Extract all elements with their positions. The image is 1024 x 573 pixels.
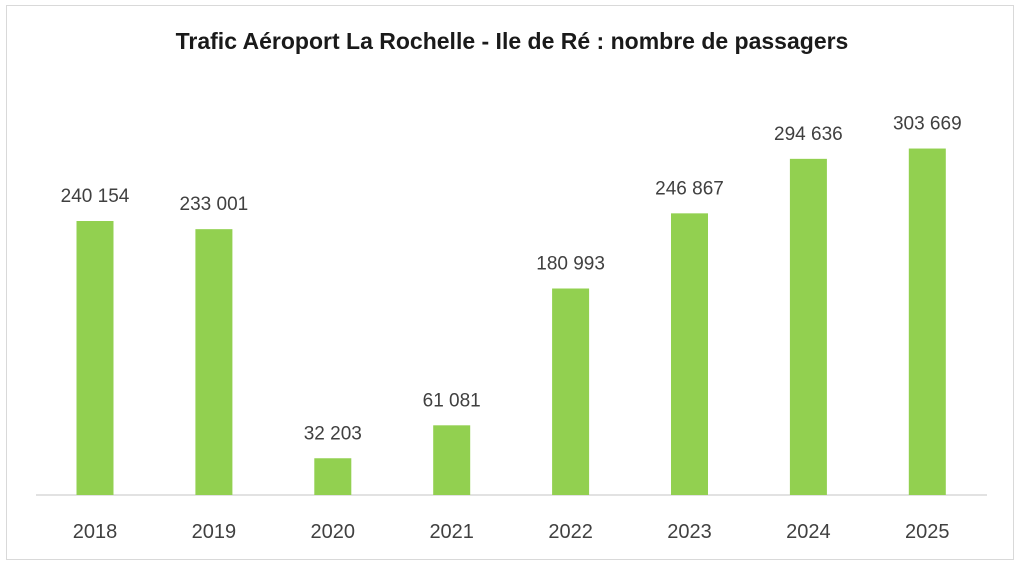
data-label-2023: 246 867: [655, 178, 724, 199]
data-label-2020: 32 203: [304, 423, 362, 444]
bar-2021: [433, 425, 471, 495]
data-label-2022: 180 993: [536, 253, 605, 274]
data-label-2024: 294 636: [774, 124, 843, 145]
x-tick-2025: 2025: [905, 521, 950, 543]
bar-2022: [552, 288, 590, 495]
x-tick-2021: 2021: [429, 521, 474, 543]
x-tick-2019: 2019: [192, 521, 237, 543]
data-label-2021: 61 081: [423, 390, 481, 411]
x-tick-2022: 2022: [548, 521, 593, 543]
chart-title: Trafic Aéroport La Rochelle - Ile de Ré …: [175, 28, 849, 54]
x-tick-2024: 2024: [786, 521, 831, 543]
x-tick-2018: 2018: [73, 521, 118, 543]
x-tick-2023: 2023: [667, 521, 712, 543]
data-label-2018: 240 154: [61, 186, 130, 207]
bar-2020: [314, 458, 352, 495]
bar-2023: [671, 213, 708, 495]
bar-2025: [908, 148, 946, 495]
data-label-2019: 233 001: [180, 194, 249, 215]
x-tick-2020: 2020: [311, 521, 356, 543]
chart-frame: [6, 5, 1014, 560]
data-label-2025: 303 669: [893, 114, 962, 135]
bar-2024: [789, 158, 827, 495]
bar-2018: [76, 221, 114, 495]
bar-2019: [195, 229, 233, 495]
